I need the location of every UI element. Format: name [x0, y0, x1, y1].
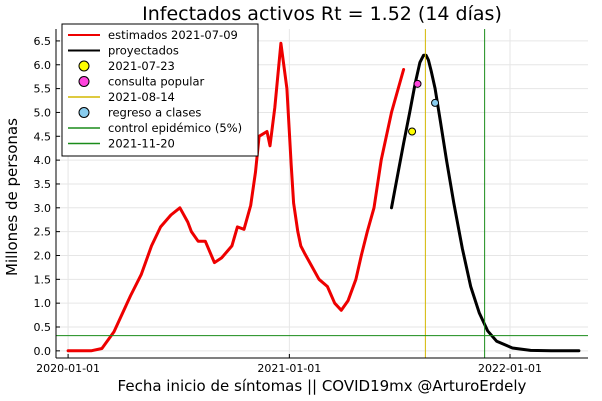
- x-tick-label: 2021-01-01: [257, 362, 321, 375]
- marker-point-3: [413, 79, 422, 88]
- legend-label-1: proyectados: [108, 44, 179, 58]
- x-tick-label: 2022-01-01: [478, 362, 542, 375]
- legend-label-7: 2021-11-20: [108, 137, 175, 151]
- axes: 0.0 0.5 1.0 1.5 2.0 2.5 3.0 3.5 4.0 4.5 5.0 5.5 6.0 6…: [34, 29, 588, 375]
- y-tick-label: 0.5: [34, 321, 52, 334]
- legend-swatch-2: [78, 60, 90, 72]
- y-tick-label: 3.0: [34, 202, 52, 215]
- legend-label-6: control epidémico (5%): [108, 121, 242, 135]
- y-tick-label: 5.0: [34, 106, 52, 119]
- y-tick-label: 6.0: [34, 59, 52, 72]
- chart-title: Infectados activos Rt = 1.52 (14 días): [142, 3, 502, 25]
- marker-point-2: [408, 127, 417, 136]
- legend-label-5: regreso a clases: [108, 106, 201, 120]
- y-tick-label: 1.0: [34, 297, 52, 310]
- legend-swatch-3: [78, 76, 90, 87]
- y-tick-label: 3.5: [34, 178, 52, 191]
- y-tick-label: 2.0: [34, 249, 52, 262]
- marker-point-5: [431, 98, 440, 107]
- grid: [56, 29, 588, 358]
- legend-label-0: estimados 2021-07-09: [108, 28, 238, 42]
- x-tick-label: 2020-01-01: [36, 362, 100, 375]
- x-axis-label: Fecha inicio de síntomas || COVID19mx @A…: [118, 377, 527, 395]
- y-tick-label: 2.5: [34, 226, 52, 239]
- legend-box: [61, 23, 259, 157]
- legend-label-4: 2021-08-14: [108, 90, 175, 104]
- legend-swatch-5: [78, 107, 90, 118]
- series-line-0: [66, 41, 406, 353]
- y-tick-label: 1.5: [34, 273, 52, 286]
- series-line-1: [390, 53, 581, 353]
- y-tick-label: 0.0: [34, 345, 52, 358]
- y-tick-label: 6.5: [34, 35, 52, 48]
- plot-area: [56, 29, 588, 358]
- y-tick-label: 4.0: [34, 154, 52, 167]
- y-tick-label: 4.5: [34, 130, 52, 143]
- legend: estimados 2021-07-09 proyectados2021-07-2…: [61, 23, 259, 157]
- legend-label-2: 2021-07-23: [108, 59, 175, 73]
- legend-label-3: consulta popular: [108, 75, 205, 89]
- y-tick-label: 5.5: [34, 83, 52, 96]
- y-axis-label: Millones de personas: [3, 118, 21, 276]
